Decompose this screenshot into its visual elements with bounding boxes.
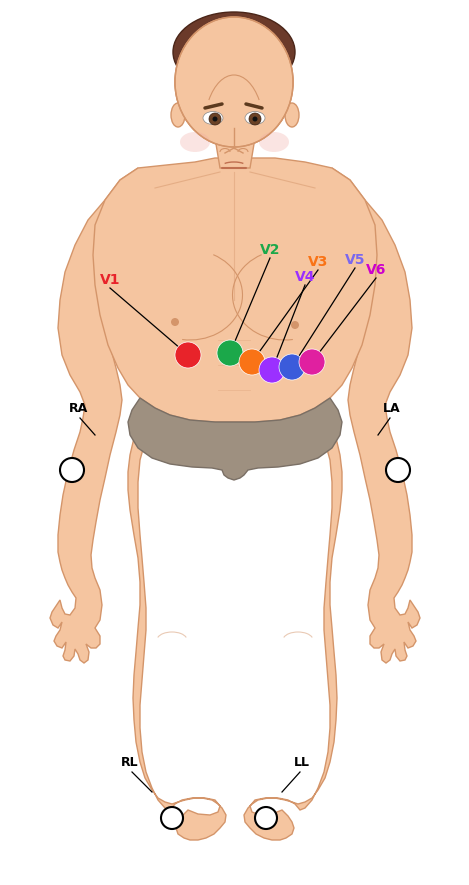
Ellipse shape: [175, 17, 293, 147]
Text: V6: V6: [366, 263, 386, 277]
Text: RL: RL: [121, 756, 139, 768]
Circle shape: [212, 117, 218, 121]
Circle shape: [161, 807, 183, 829]
Circle shape: [259, 357, 285, 383]
Ellipse shape: [259, 132, 289, 152]
Polygon shape: [330, 168, 420, 663]
Text: V4: V4: [295, 270, 315, 284]
Polygon shape: [128, 415, 226, 840]
Ellipse shape: [175, 17, 293, 147]
Polygon shape: [244, 415, 342, 840]
Circle shape: [255, 807, 277, 829]
Polygon shape: [215, 138, 255, 168]
Circle shape: [217, 340, 243, 366]
Polygon shape: [128, 398, 342, 480]
Polygon shape: [50, 168, 140, 663]
Text: RA: RA: [68, 402, 88, 414]
Ellipse shape: [285, 103, 299, 127]
Text: V2: V2: [260, 243, 280, 257]
Text: V5: V5: [345, 253, 365, 267]
Circle shape: [239, 349, 265, 375]
Circle shape: [171, 318, 179, 326]
Circle shape: [279, 354, 305, 380]
Ellipse shape: [171, 103, 185, 127]
Circle shape: [209, 113, 221, 125]
Circle shape: [60, 458, 84, 482]
Text: V3: V3: [308, 255, 328, 269]
Text: LA: LA: [383, 402, 401, 414]
Circle shape: [249, 113, 261, 125]
Circle shape: [175, 342, 201, 368]
Polygon shape: [93, 158, 377, 422]
Ellipse shape: [203, 112, 223, 125]
Circle shape: [386, 458, 410, 482]
Circle shape: [299, 349, 325, 375]
Circle shape: [252, 117, 257, 121]
Text: LL: LL: [294, 756, 310, 768]
Ellipse shape: [180, 132, 210, 152]
Circle shape: [291, 321, 299, 329]
Ellipse shape: [173, 12, 295, 92]
Text: V1: V1: [100, 273, 120, 287]
Ellipse shape: [175, 17, 293, 147]
Ellipse shape: [245, 112, 265, 125]
